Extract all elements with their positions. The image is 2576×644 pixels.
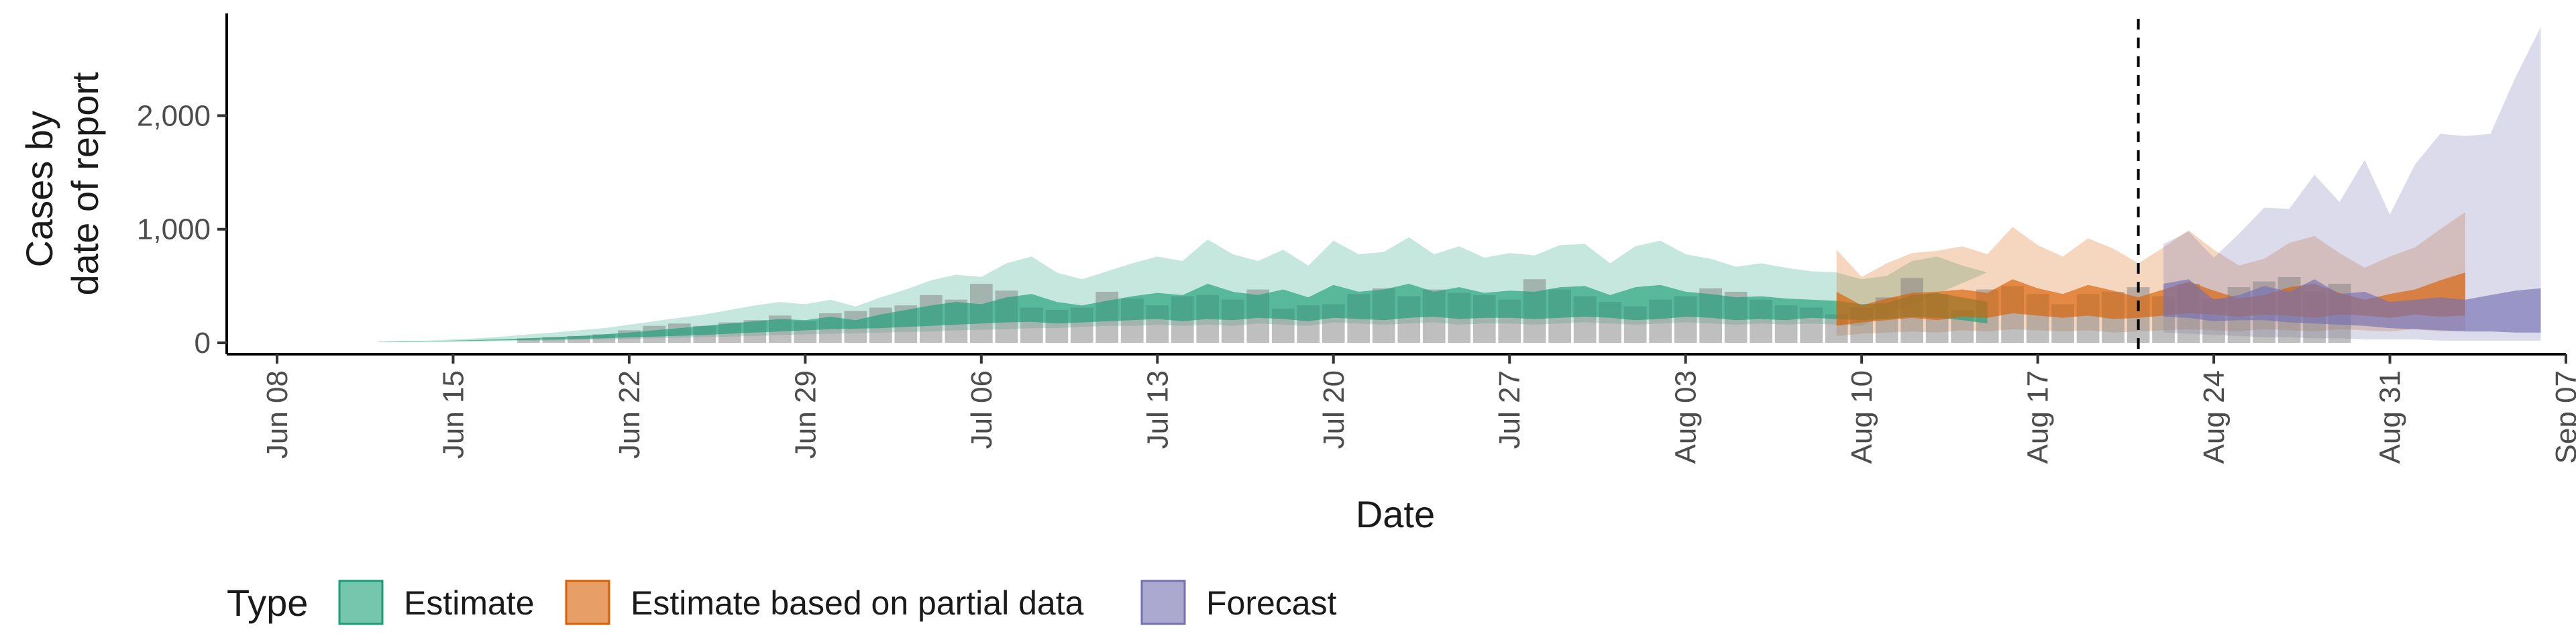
y-axis-title-line-2: date of report: [64, 72, 106, 296]
x-tick-label: Aug 10: [1845, 370, 1878, 464]
plot-area: [378, 19, 2541, 354]
x-tick-label: Jun 15: [437, 370, 470, 459]
x-tick-label: Jun 22: [613, 370, 646, 459]
x-tick-label: Sep 07: [2550, 370, 2576, 464]
legend-label-forecast: Forecast: [1206, 584, 1337, 622]
x-tick-label: Jul 20: [1318, 370, 1350, 449]
y-axis-title: Cases by date of report: [18, 72, 106, 296]
x-tick-label: Aug 03: [1670, 370, 1703, 464]
series-0-inner-band: [378, 284, 1988, 342]
observed-bar: [542, 337, 566, 343]
x-tick-label: Aug 17: [2022, 370, 2055, 464]
legend: Type Estimate Estimate based on partial …: [227, 580, 1337, 625]
series-2-inner-band: [2163, 279, 2541, 333]
legend-swatch-estimate: [338, 580, 384, 625]
observed-bar: [568, 335, 590, 343]
x-tick-label: Aug 31: [2374, 370, 2407, 464]
legend-swatch-forecast: [1140, 580, 1186, 625]
x-tick-label: Jun 29: [789, 370, 822, 459]
legend-label-partial: Estimate based on partial data: [631, 584, 1084, 622]
y-tick-label: 1,000: [137, 213, 211, 246]
x-tick-label: Jul 06: [965, 370, 998, 449]
y-tick-label: 0: [195, 327, 211, 360]
x-tick-label: Jul 13: [1141, 370, 1174, 449]
axes: 0 1,000 2,000 Jun 08 Jun 15 Jun 22 Jun 29 Jul 0…: [137, 13, 2576, 464]
observed-bar: [517, 338, 540, 343]
x-axis-title: Date: [1356, 493, 1435, 535]
legend-title: Type: [227, 582, 308, 624]
y-tick-label: 2,000: [137, 99, 211, 132]
legend-label-estimate: Estimate: [404, 584, 535, 622]
series-2-outer-band: [2163, 27, 2541, 341]
y-axis-title-line-1: Cases by: [18, 111, 60, 267]
x-tick-label: Jun 08: [261, 370, 294, 459]
x-tick-label: Jul 27: [1493, 370, 1526, 449]
legend-swatch-partial: [565, 580, 610, 625]
x-tick-label: Aug 24: [2198, 370, 2231, 464]
